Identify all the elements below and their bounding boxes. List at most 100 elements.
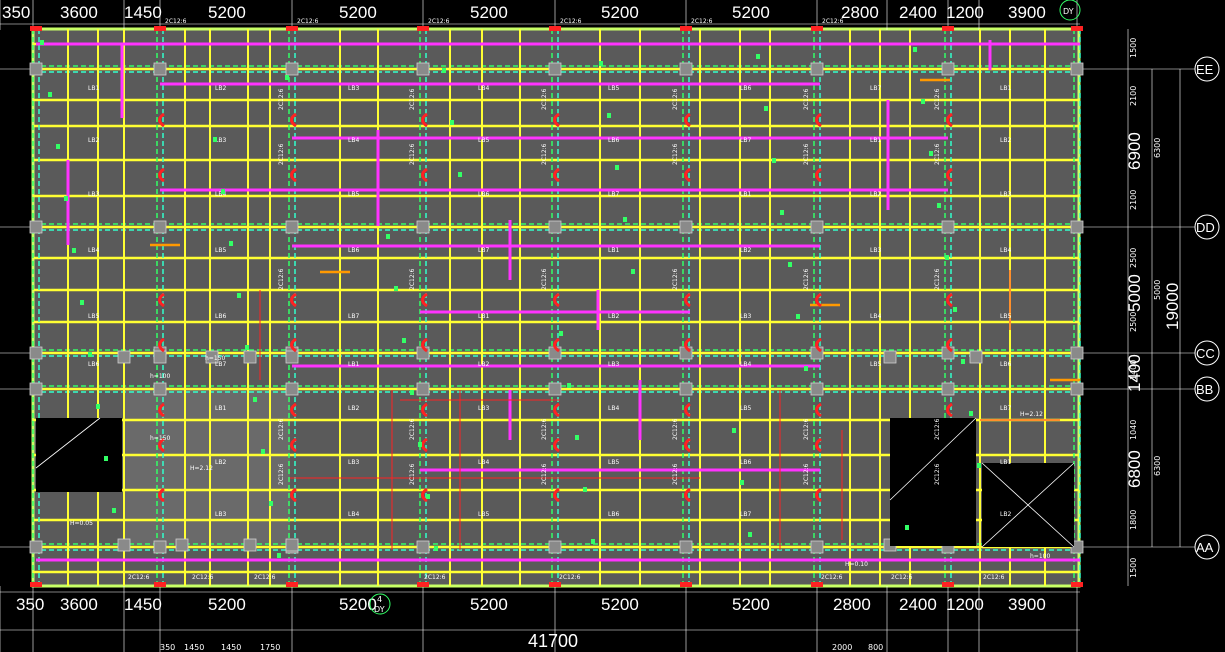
beam-tag-bottom: 2C12:6 xyxy=(254,574,276,581)
column xyxy=(810,540,824,554)
slab-tag: LB2 xyxy=(478,361,489,368)
green-mark xyxy=(748,532,752,537)
thickness-tag: H=2.12 xyxy=(190,465,213,472)
green-mark xyxy=(788,262,792,267)
column-secondary xyxy=(285,350,299,364)
right-small-dim-5: 2500 xyxy=(1129,248,1138,268)
thickness-tag: h=150 xyxy=(150,435,170,442)
slab-tag: LB5 xyxy=(215,247,226,254)
slab-tag: LB3 xyxy=(740,313,751,320)
green-mark xyxy=(961,359,965,364)
beam-hook xyxy=(684,487,691,503)
green-mark xyxy=(410,390,414,395)
green-mark xyxy=(88,352,92,357)
beam-tag-vertical: 2C12:6 xyxy=(803,143,810,165)
slab-tag: LB1 xyxy=(740,191,751,198)
green-mark xyxy=(929,151,933,156)
beam-hook xyxy=(421,292,428,308)
slab-tag: LB1 xyxy=(870,137,881,144)
axis-bubble-B: BB xyxy=(1194,376,1220,402)
slab-tag: LB3 xyxy=(348,459,359,466)
column-cap-top xyxy=(942,26,954,31)
slab-tag: LB4 xyxy=(348,511,359,518)
slab-tag: LB7 xyxy=(870,85,881,92)
green-mark xyxy=(921,99,925,104)
green-mark xyxy=(56,144,60,149)
beam-tag-vertical: 2C12:6 xyxy=(803,463,810,485)
green-mark xyxy=(575,435,579,440)
opening-left xyxy=(36,418,122,492)
column xyxy=(679,540,693,554)
bottom-dim-6: 5200 xyxy=(470,595,508,614)
beam-hook xyxy=(815,112,822,128)
beam-tag-vertical: 2C12:6 xyxy=(672,143,679,165)
column xyxy=(1070,62,1084,76)
beam-tag-bottom: 2C12:6 xyxy=(128,574,150,581)
slab-tag: LB6 xyxy=(348,247,359,254)
green-mark xyxy=(104,456,108,461)
column xyxy=(1070,346,1084,360)
beam-tag-vertical: 2C12:6 xyxy=(934,418,941,440)
small-dim-3: 1450 xyxy=(221,643,241,652)
opening-right xyxy=(890,418,976,546)
beam-hook xyxy=(421,112,428,128)
beam-tag-vertical: 2C12:6 xyxy=(803,268,810,290)
green-mark xyxy=(402,338,406,343)
beam-tag-top: 2C12:6 xyxy=(560,18,582,25)
top-dim-8: 5200 xyxy=(732,3,770,22)
slab-tag: LB5 xyxy=(478,137,489,144)
green-mark xyxy=(112,508,116,513)
slab-tag: LB6 xyxy=(740,85,751,92)
beam-hook xyxy=(290,112,297,128)
beam-hook xyxy=(815,437,822,453)
beam-tag-vertical: 2C12:6 xyxy=(672,88,679,110)
right-small-dim-7: 2500 xyxy=(1129,312,1138,332)
column-cap-top xyxy=(680,26,692,31)
green-mark xyxy=(772,158,776,163)
column xyxy=(1070,382,1084,396)
beam-hook xyxy=(421,487,428,503)
column-cap-top xyxy=(286,26,298,31)
right-small-dim-11: 1800 xyxy=(1129,510,1138,530)
green-mark xyxy=(277,553,281,558)
thickness-tag: H=0.05 xyxy=(70,520,93,527)
top-dim-3: 1450 xyxy=(124,3,162,22)
column xyxy=(548,220,562,234)
column xyxy=(679,220,693,234)
bottom-dim-5: 5200 xyxy=(339,595,377,614)
right-dim-6800: 6800 xyxy=(1125,450,1144,488)
beam-hook xyxy=(684,337,691,353)
beam-tag-bottom: 2C12:6 xyxy=(192,574,214,581)
column xyxy=(548,62,562,76)
beam-tag-vertical: 2C12:6 xyxy=(278,143,285,165)
green-mark xyxy=(591,539,595,544)
column xyxy=(810,220,824,234)
slab-tag: LB3 xyxy=(608,361,619,368)
beam-hook xyxy=(290,337,297,353)
thickness-tag: h=100 xyxy=(1030,553,1050,560)
beam-hook xyxy=(158,292,165,308)
small-dim-2: 1450 xyxy=(184,643,204,652)
top-dim-7: 5200 xyxy=(601,3,639,22)
beam-hook xyxy=(946,337,953,353)
slab-tag: LB4 xyxy=(478,85,489,92)
slab-tag: LB4 xyxy=(740,361,751,368)
column xyxy=(679,382,693,396)
column xyxy=(285,220,299,234)
green-mark xyxy=(40,40,44,45)
beam-hook xyxy=(553,167,560,183)
top-dim-12: 3900 xyxy=(1008,3,1046,22)
beam-tag-bottom: 2C12:6 xyxy=(424,574,446,581)
beam-tag-vertical: 2C12:6 xyxy=(541,418,548,440)
green-mark xyxy=(269,501,273,506)
column-secondary xyxy=(175,538,189,552)
slab-tag: LB5 xyxy=(870,361,881,368)
slab-tag: LB7 xyxy=(215,361,226,368)
slab-tag: LB7 xyxy=(1000,405,1011,412)
column-cap-bottom xyxy=(549,582,561,587)
green-mark xyxy=(631,269,635,274)
beam-tag-bottom: 2C12:6 xyxy=(983,574,1005,581)
right-small-dim-2: 2100 xyxy=(1129,86,1138,106)
column-secondary xyxy=(243,538,257,552)
